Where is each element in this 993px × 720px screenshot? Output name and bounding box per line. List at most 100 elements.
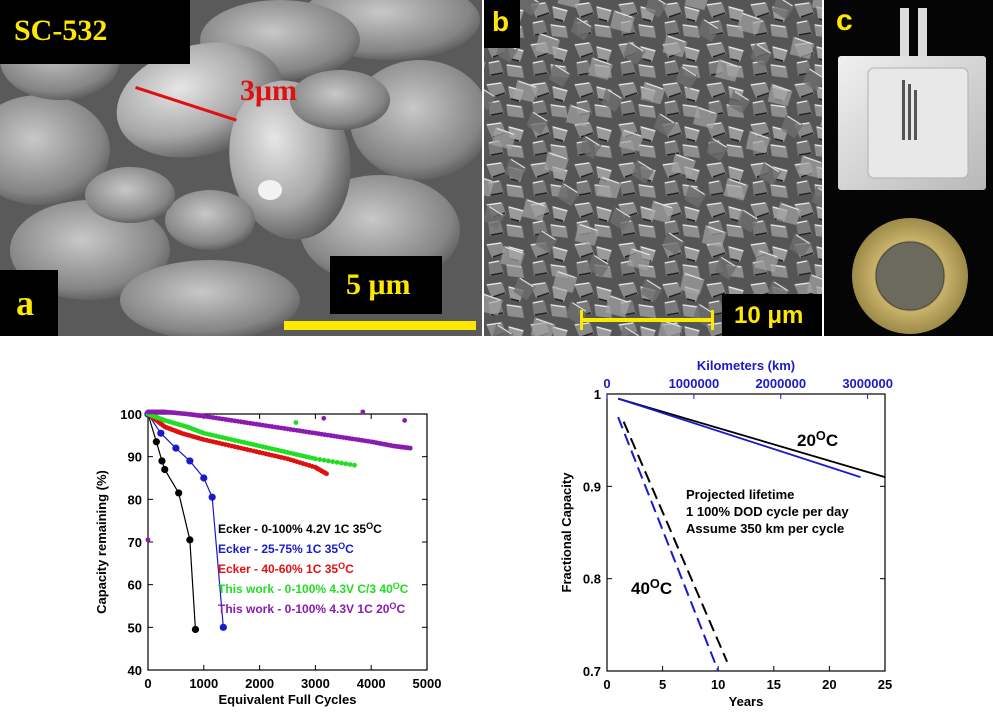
legend-entry: Ecker - 40-60% 1C 35OC: [218, 561, 354, 576]
panel-b-sem-image: b 10 μm: [484, 0, 822, 336]
data-point: [334, 459, 340, 465]
outlier-point: [145, 537, 151, 543]
data-point: [152, 438, 160, 446]
x-tick-label: 10: [711, 677, 725, 692]
plot-frame: [606, 393, 886, 672]
x-tick-label: 5000: [413, 676, 442, 691]
scalebar-a-label-box: [330, 256, 442, 314]
projection-40c-line: [617, 416, 720, 672]
legend-entry: This work - 0-100% 4.3V C/3 40OC: [218, 581, 409, 596]
projection-20c-line: [617, 397, 886, 478]
y-tick-label: 80: [128, 492, 142, 507]
sample-label-box: [0, 0, 190, 64]
scalebar-b-tick-left: [580, 310, 583, 330]
panel-a-letter-box: [0, 270, 58, 336]
x-tick-label: 0: [603, 677, 610, 692]
outlier-point: [402, 418, 408, 423]
y-axis-label: Capacity remaining (%): [94, 470, 109, 614]
sem-particles-image: [0, 0, 482, 336]
label-40c: 40OC: [631, 576, 672, 598]
scalebar-b: [580, 318, 714, 322]
data-point: [186, 457, 194, 465]
data-point: [158, 457, 166, 465]
x-tick-label: 5: [659, 677, 666, 692]
data-point: [317, 457, 323, 462]
data-point: [219, 623, 227, 631]
data-point: [157, 429, 165, 437]
panel-b-letter: b: [492, 6, 510, 37]
data-point: [330, 459, 336, 465]
projection-20c-line: [617, 397, 861, 478]
x-tick-label: 15: [767, 677, 781, 692]
y-tick-label: 60: [128, 578, 142, 593]
data-point: [172, 444, 180, 452]
y-axis-label: Fractional Capacity: [559, 472, 574, 593]
data-point: [161, 465, 169, 474]
panel-a-letter: a: [16, 283, 34, 323]
data-point: [175, 489, 183, 497]
data-point: [186, 536, 194, 544]
scalebar-b-label: 10 μm: [734, 302, 804, 329]
x-tick-label: 25: [878, 677, 892, 692]
data-point: [313, 456, 318, 462]
scalebar-a-label: 5 μm: [346, 268, 411, 301]
y-tick-label: 70: [128, 535, 142, 550]
data-point: [208, 493, 216, 501]
y-tick-label: 0.7: [583, 664, 601, 679]
outlier-point: [321, 415, 327, 421]
top-x-tick-label: 3000000: [842, 376, 893, 391]
y-tick-label: 1: [594, 387, 601, 402]
capacity-vs-cycles-chart: 0 1000 2000 3000 4000 5000 40 50 60 70 80 90 100 Equi…: [94, 407, 442, 707]
data-point: [321, 457, 327, 463]
x-tick-label: 20: [822, 677, 836, 692]
data-point: [326, 458, 331, 464]
top-x-axis-label: Kilometers (km): [697, 358, 795, 373]
legend-entry: Ecker - 25-75% 1C 35OC: [218, 541, 354, 556]
particle-dimension-label: 3μm: [240, 74, 297, 107]
scalebar-b-tick-right: [711, 310, 714, 330]
data-point: [352, 462, 357, 468]
outlier-point: [360, 409, 366, 415]
data-point: [339, 460, 344, 466]
series-line: [147, 413, 197, 630]
legend-entry: This work - 0-100% 4.3V 1C 20OC: [218, 601, 405, 616]
top-x-tick-label: 0: [603, 376, 610, 391]
annotation-projected-lifetime: Projected lifetime: [686, 487, 794, 502]
top-x-tick-label: 2000000: [755, 376, 806, 391]
top-x-tick-label: 1000000: [669, 376, 720, 391]
data-point: [191, 625, 200, 634]
data-point: [200, 474, 208, 482]
x-tick-label: 0: [144, 676, 151, 691]
y-tick-label: 50: [128, 620, 142, 635]
scalebar-a: [284, 321, 476, 330]
y-tick-label: 0.8: [583, 572, 601, 587]
data-point: [347, 462, 353, 467]
annotation-dod-cycle: 1 100% DOD cycle per day: [686, 504, 849, 519]
label-20c: 20OC: [797, 428, 838, 450]
pouch-cell-and-coin-photo: [838, 8, 986, 334]
x-tick-label: 3000: [301, 676, 330, 691]
x-axis-label: Equivalent Full Cycles: [219, 692, 357, 707]
y-tick-label: 100: [120, 407, 142, 422]
y-tick-label: 90: [128, 450, 142, 465]
panel-b-letter-box: [484, 0, 520, 48]
x-tick-label: 4000: [357, 676, 386, 691]
sample-label: SC-532: [14, 14, 108, 47]
data-point: [324, 471, 329, 477]
x-tick-label: 1000: [189, 676, 218, 691]
data-point: [343, 461, 349, 467]
sem-electrode-image: [484, 0, 822, 336]
panel-a-sem-image: SC-532 3μm a 5 μm: [0, 0, 482, 336]
scalebar-b-label-box: [722, 294, 822, 336]
fractional-capacity-vs-years-chart: 0 5 10 15 20 250.70.80.910 1000000 2000000 30000…: [559, 358, 893, 709]
outlier-point: [293, 420, 299, 425]
x-tick-label: 2000: [245, 676, 274, 691]
x-axis-label: Years: [729, 694, 764, 709]
y-tick-label: 40: [128, 663, 142, 678]
panel-c-photo: c: [824, 0, 993, 336]
annotation-km-per-cycle: Assume 350 km per cycle: [686, 521, 844, 536]
y-tick-label: 0.9: [583, 479, 601, 494]
projection-40c-line: [622, 421, 729, 663]
legend-entry: Ecker - 0-100% 4.2V 1C 35OC: [218, 521, 382, 536]
data-point: [407, 445, 413, 451]
